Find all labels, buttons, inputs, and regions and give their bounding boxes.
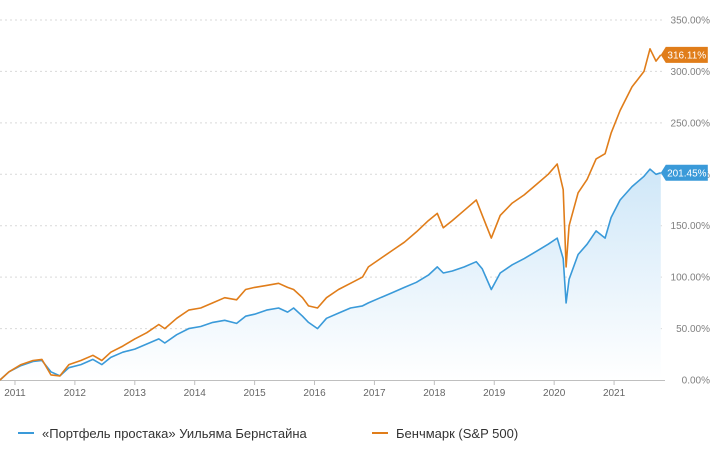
x-tick-label: 2017 <box>363 388 386 399</box>
end-label-1: 316.11% <box>660 46 708 63</box>
end-label-badge <box>660 46 708 63</box>
end-label-badge <box>660 164 708 181</box>
y-tick-label: 300.00% <box>671 67 711 78</box>
legend-swatch-portfolio <box>18 432 34 434</box>
series-line-1 <box>0 48 662 381</box>
end-label-text: 316.11% <box>667 50 706 61</box>
y-tick-label: 250.00% <box>671 118 711 129</box>
series-line-0 <box>0 168 662 381</box>
y-tick-label: 0.00% <box>682 376 710 387</box>
x-tick-label: 2012 <box>64 388 87 399</box>
y-tick-label: 150.00% <box>671 221 711 232</box>
x-tick-label: 2016 <box>303 388 326 399</box>
series-area-0 <box>0 169 661 380</box>
y-tick-label: 50.00% <box>676 324 710 335</box>
end-labels: 201.45% 316.11% <box>660 46 708 181</box>
x-tick-label: 2019 <box>483 388 506 399</box>
x-tick-label: 2011 <box>4 388 26 399</box>
x-tick-label: 2018 <box>423 388 446 399</box>
x-tick-label: 2020 <box>543 388 566 399</box>
y-tick-label: 100.00% <box>671 273 711 284</box>
legend-item-portfolio[interactable]: «Портфель простака» Уильяма Бернстайна <box>18 423 307 443</box>
y-tick-label: 350.00% <box>671 16 711 27</box>
x-tick-label: 2014 <box>184 388 207 399</box>
x-tick-label: 2013 <box>124 388 147 399</box>
end-label-0: 201.45% <box>660 164 708 181</box>
area-layer <box>0 169 661 380</box>
x-axis: 2011 2012 2013 2014 2015 2016 2017 2018 2019 2020… <box>4 380 626 399</box>
x-tick-label: 2021 <box>603 388 626 399</box>
legend-label-portfolio: «Портфель простака» Уильяма Бернстайна <box>42 425 307 441</box>
legend-swatch-benchmark <box>372 432 388 434</box>
legend-item-benchmark[interactable]: Бенчмарк (S&P 500) <box>372 423 518 443</box>
line-layer <box>0 48 662 381</box>
end-label-text: 201.45% <box>667 168 707 179</box>
legend-label-benchmark: Бенчмарк (S&P 500) <box>396 425 519 441</box>
x-tick-label: 2015 <box>243 388 266 399</box>
y-axis: 0.00%50.00%100.00%150.00%200.00%250.00%3… <box>671 16 711 387</box>
